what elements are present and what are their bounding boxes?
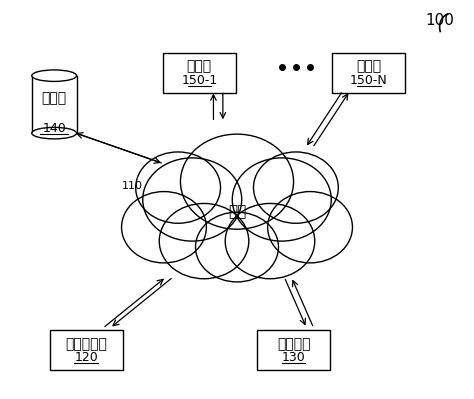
Text: 100: 100	[425, 13, 454, 28]
Text: 报告生成器: 报告生成器	[65, 337, 107, 351]
Circle shape	[254, 152, 338, 223]
Ellipse shape	[32, 70, 76, 81]
Text: 130: 130	[282, 352, 305, 365]
Bar	[257, 330, 330, 370]
Circle shape	[121, 192, 206, 263]
Circle shape	[136, 152, 220, 223]
Text: 企业系统: 企业系统	[277, 337, 310, 351]
Bar	[332, 53, 405, 93]
Circle shape	[181, 134, 293, 229]
Text: 140: 140	[42, 122, 66, 135]
Text: 数据库: 数据库	[42, 91, 67, 105]
Ellipse shape	[32, 127, 76, 139]
Text: 网络源: 网络源	[356, 59, 382, 73]
Circle shape	[143, 158, 242, 241]
Text: 网络源: 网络源	[187, 59, 212, 73]
Circle shape	[232, 158, 331, 241]
Circle shape	[268, 192, 353, 263]
Bar	[50, 330, 123, 370]
Circle shape	[196, 212, 278, 282]
Text: 网络: 网络	[228, 204, 246, 219]
Circle shape	[159, 203, 249, 279]
Circle shape	[225, 203, 315, 279]
Bar	[32, 76, 76, 133]
Text: 120: 120	[74, 352, 98, 365]
Text: 110: 110	[121, 181, 143, 191]
Bar	[163, 53, 236, 93]
Text: 150-N: 150-N	[350, 74, 388, 87]
Text: 150-1: 150-1	[181, 74, 218, 87]
